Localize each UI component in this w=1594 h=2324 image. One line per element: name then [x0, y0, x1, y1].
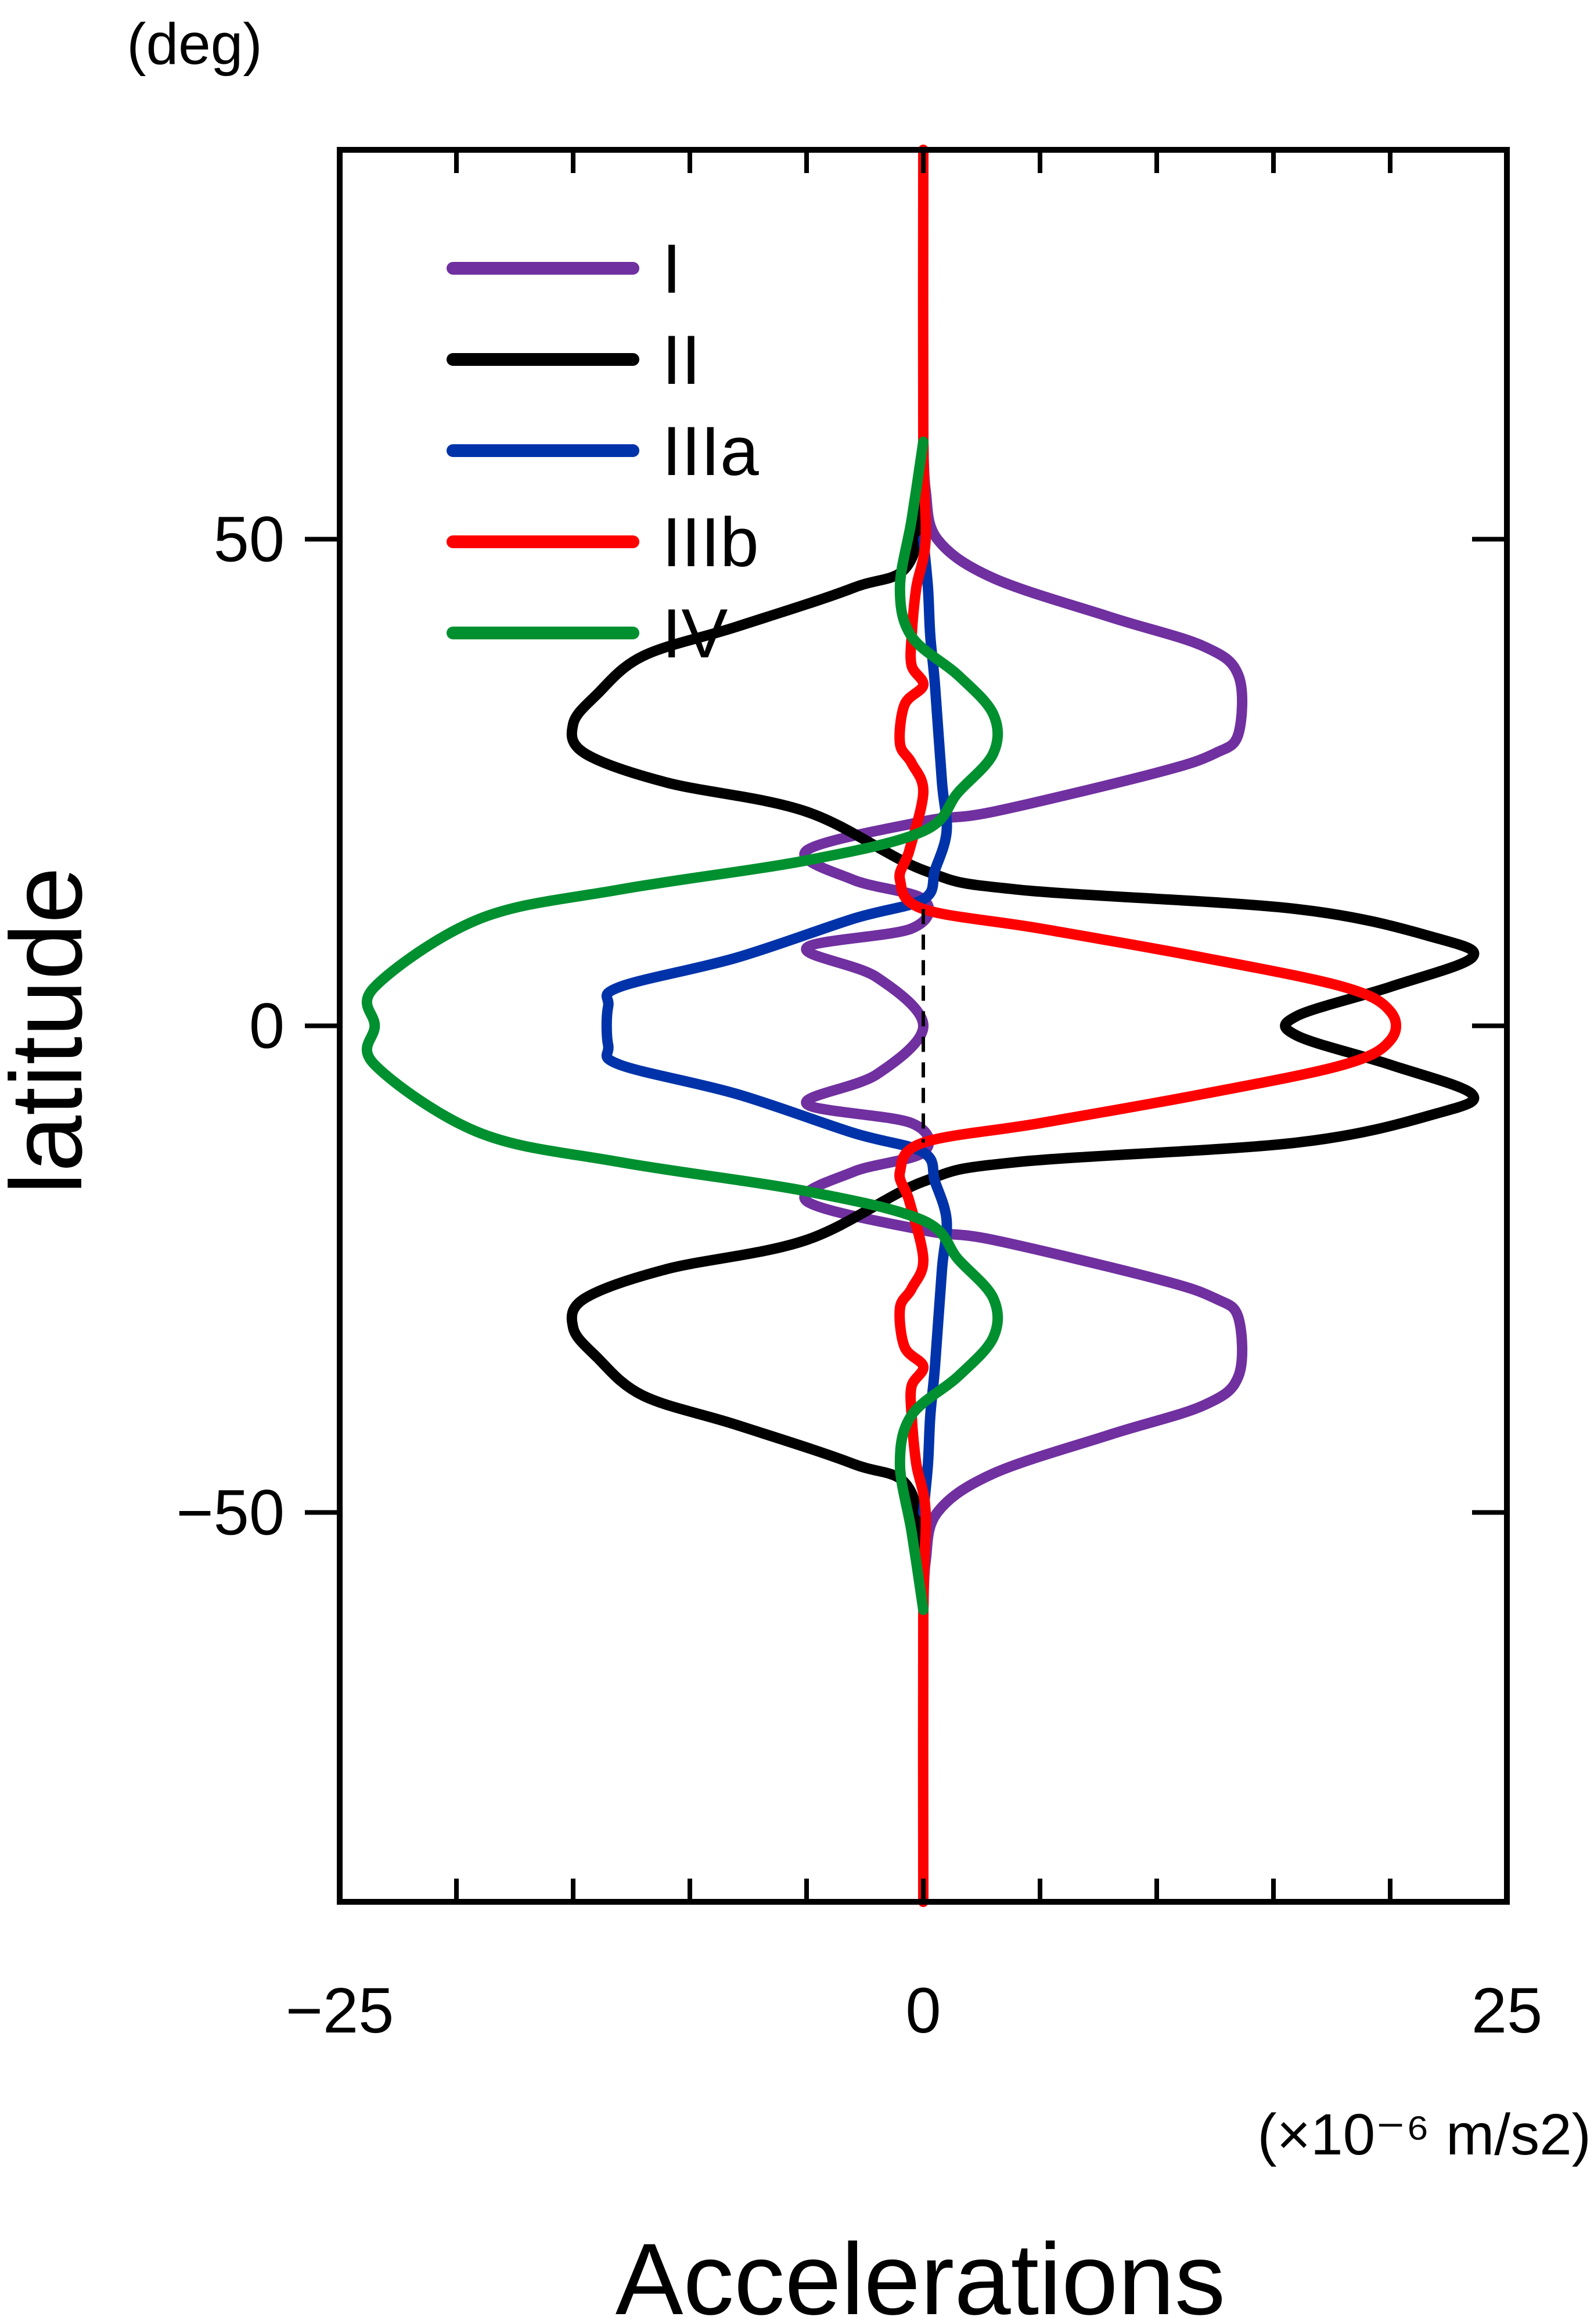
series-line-ii [566, 436, 1480, 1616]
series-line-i [799, 436, 1248, 1616]
series-line-iiib [894, 145, 1402, 1907]
x-tick-label: −25 [286, 1975, 394, 2046]
curve-layer [361, 145, 1480, 1907]
series-line-iv [361, 436, 1003, 1616]
x-axis-unit: (×10⁻⁶ m/s2) [1257, 2102, 1591, 2167]
tick-layer: 50 0 −50 −25 0 25 [176, 150, 1542, 2046]
legend-label-i: I [662, 230, 681, 308]
y-tick-label: −50 [176, 1477, 285, 1549]
y-axis-unit: (deg) [127, 12, 262, 77]
legend-label-iv: IV [662, 595, 728, 672]
legend-label-iiia: IIIa [662, 412, 759, 490]
plot-area: 50 0 −50 −25 0 25 [176, 145, 1542, 2046]
y-tick-label: 50 [214, 503, 285, 575]
legend-label-iiib: IIIb [662, 503, 759, 581]
x-tick-label: 25 [1471, 1975, 1542, 2046]
y-axis-title: latitude [0, 867, 103, 1195]
y-tick-label: 0 [249, 991, 285, 1062]
x-tick-label: 0 [905, 1975, 941, 2046]
x-axis-title: Accelerations [616, 2223, 1226, 2324]
series-line-iiia [601, 534, 952, 1518]
legend-label-ii: II [662, 321, 701, 399]
